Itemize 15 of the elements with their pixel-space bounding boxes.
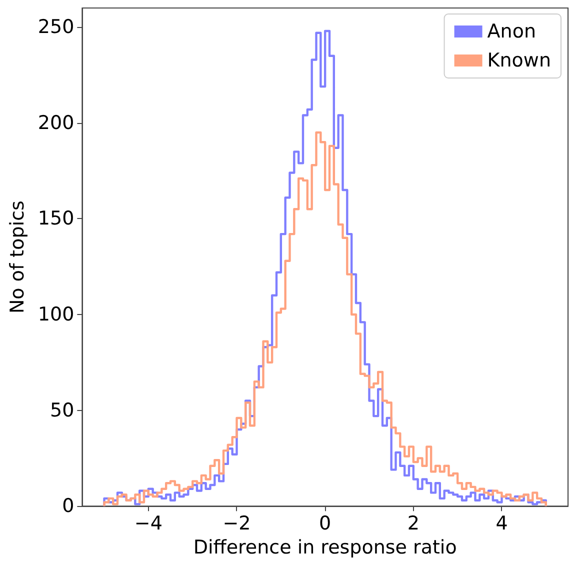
- y-tick-label: 200: [38, 112, 74, 134]
- x-tick-label: 0: [319, 512, 332, 535]
- legend-label: Known: [487, 50, 552, 72]
- y-tick-label: 100: [38, 304, 74, 326]
- x-tick-label: −2: [222, 512, 251, 535]
- y-tick-label: 250: [38, 16, 74, 38]
- x-tick-label: 2: [407, 512, 420, 535]
- y-axis-title: No of topics: [6, 200, 28, 314]
- y-tick-label: 150: [38, 208, 74, 230]
- legend-label: Anon: [487, 20, 536, 42]
- y-tick-label: 0: [62, 495, 74, 518]
- x-tick-label: −4: [134, 512, 162, 535]
- x-tick-label: 4: [496, 512, 508, 535]
- y-tick-label: 50: [50, 399, 74, 422]
- x-axis-title: Difference in response ratio: [193, 536, 457, 558]
